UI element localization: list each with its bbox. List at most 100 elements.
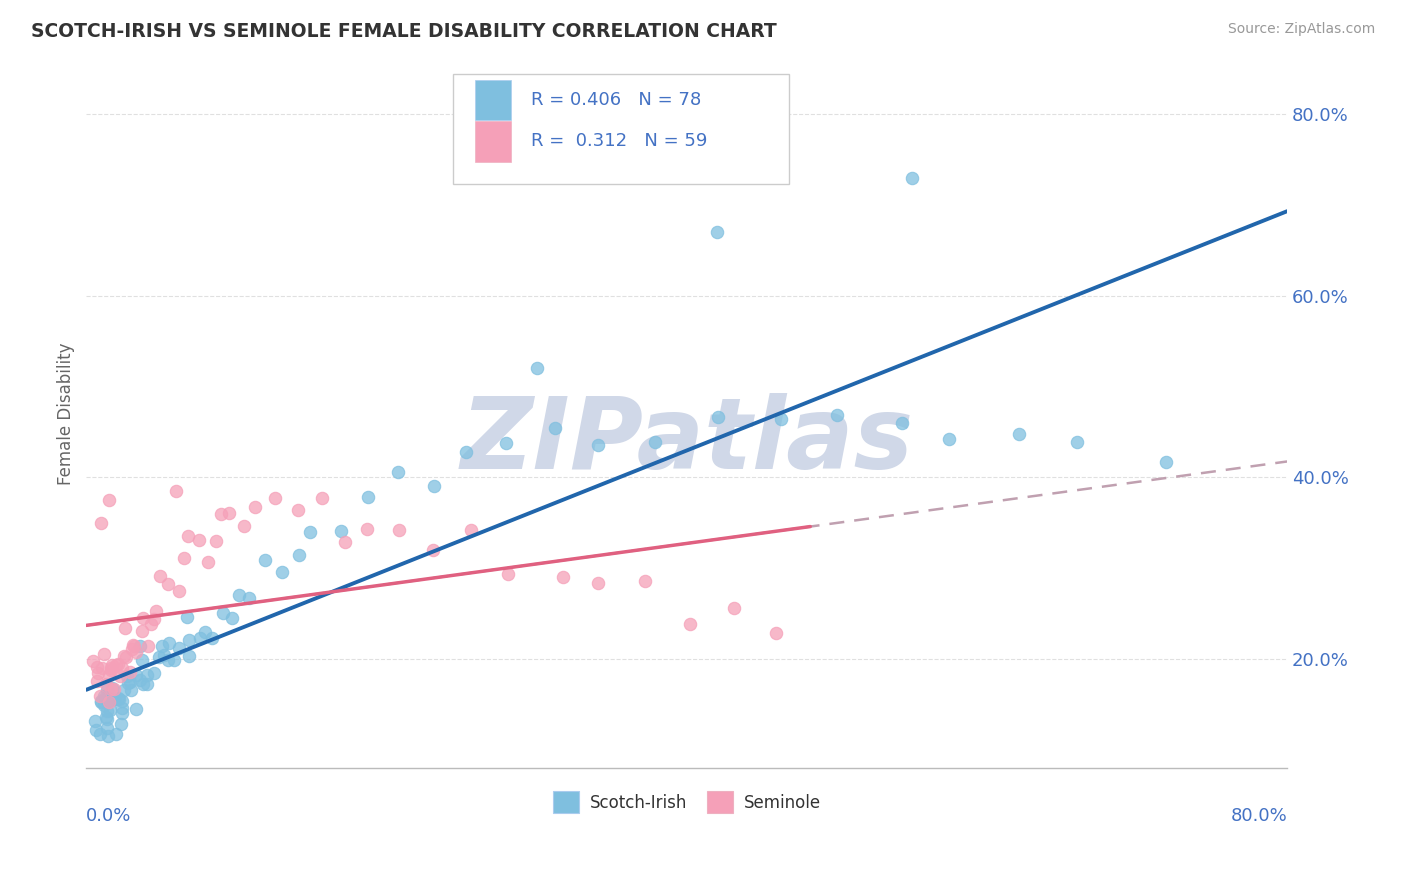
Point [93,689,115,703]
Point [423,478,446,492]
Point [96,729,118,743]
Point [128,639,150,653]
Point [122,638,145,652]
Point [101,681,124,695]
Point [96,682,118,697]
Point [938,432,960,446]
Point [96,712,118,726]
Point [96,676,118,690]
Point [111,706,134,721]
Point [890,417,912,431]
Point [177,632,200,647]
Point [233,518,256,533]
Point [100,661,122,675]
Point [765,626,787,640]
Point [120,683,142,698]
Point [145,604,167,618]
Point [288,548,311,562]
Point [454,445,477,459]
Point [460,523,482,537]
Point [97,492,120,507]
Point [228,588,250,602]
Point [194,625,217,640]
Point [204,534,226,549]
Point [90,660,112,674]
Point [148,650,170,665]
Point [103,682,125,697]
Point [93,691,115,706]
Point [387,465,409,479]
Point [89,689,111,703]
Point [245,500,267,514]
Point [87,666,110,681]
Point [153,648,176,662]
Point [201,631,224,645]
Point [86,660,108,674]
Point [112,683,135,698]
Point [388,523,411,537]
Point [707,410,730,425]
Point [422,542,444,557]
Point [142,611,165,625]
Point [356,522,378,536]
Point [111,661,134,675]
Point [586,438,609,452]
Point [90,695,112,709]
Point [1154,455,1177,469]
Text: 80.0%: 80.0% [1230,806,1286,824]
Point [97,695,120,709]
Point [131,624,153,638]
Point [212,606,235,620]
Point [176,609,198,624]
Point [107,690,129,705]
FancyBboxPatch shape [475,80,512,120]
Point [112,649,135,664]
Point [723,601,745,615]
Point [121,642,143,657]
Legend: Scotch-Irish, Seminole: Scotch-Irish, Seminole [546,785,827,820]
Point [96,721,118,735]
Point [156,652,179,666]
Point [117,676,139,690]
Point [124,668,146,682]
Point [82,654,104,668]
Point [94,710,117,724]
Point [156,576,179,591]
Point [90,694,112,708]
Point [150,639,173,653]
Point [100,693,122,707]
Point [136,676,159,690]
Text: R = 0.406   N = 78: R = 0.406 N = 78 [530,91,700,109]
Point [104,727,127,741]
Point [770,412,793,426]
Point [93,647,115,661]
Point [188,631,211,645]
Point [115,669,138,683]
Point [254,553,277,567]
Point [221,610,243,624]
Point [357,491,380,505]
Point [176,529,198,543]
Point [209,507,232,521]
Point [139,617,162,632]
Point [311,491,333,505]
Point [169,640,191,655]
Point [165,483,187,498]
Point [93,698,115,712]
FancyBboxPatch shape [453,74,789,184]
Point [179,648,201,663]
Point [901,170,924,185]
Point [197,555,219,569]
Point [167,583,190,598]
Point [110,717,132,731]
Point [496,567,519,582]
Point [287,503,309,517]
Point [122,640,145,654]
Point [105,658,128,673]
Point [114,621,136,635]
Point [103,692,125,706]
Y-axis label: Female Disability: Female Disability [58,343,75,485]
Point [89,727,111,741]
Point [118,665,141,679]
Point [644,434,666,449]
